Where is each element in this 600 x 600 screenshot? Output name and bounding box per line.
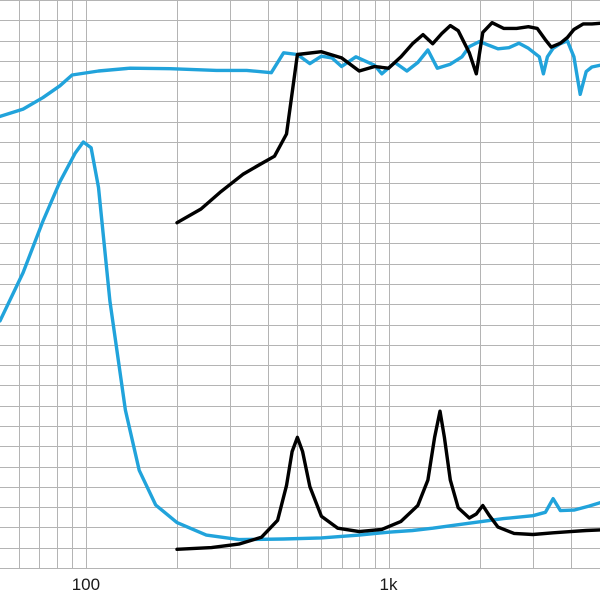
series-line-2 — [175, 21, 600, 225]
series-line-1 — [0, 39, 600, 119]
horizontal-gridlines — [0, 0, 600, 569]
x-tick-label: 100 — [72, 575, 100, 594]
series-line-3 — [0, 140, 600, 542]
x-tick-labels: 100 1k — [72, 575, 398, 594]
series-lines — [0, 21, 600, 551]
series-line-4 — [175, 409, 600, 551]
x-tick-label: 1k — [380, 575, 398, 594]
